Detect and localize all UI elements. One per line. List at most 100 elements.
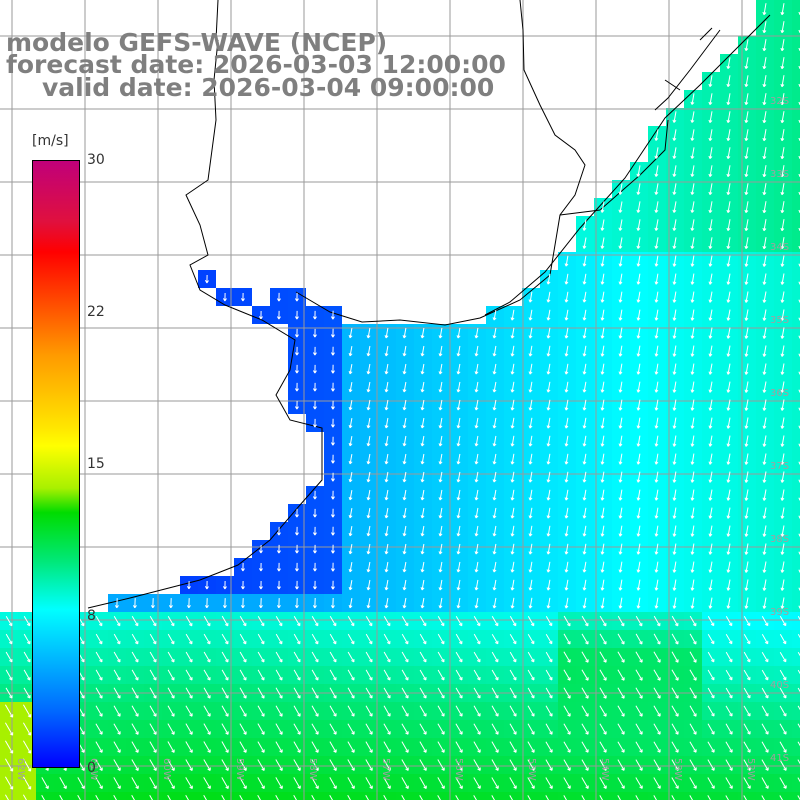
wind-arrow bbox=[581, 651, 589, 663]
wind-arrow bbox=[312, 310, 317, 320]
wind-cell bbox=[468, 792, 486, 800]
wind-arrow bbox=[635, 669, 643, 681]
wind-arrow bbox=[473, 705, 481, 717]
wind-arrow bbox=[654, 543, 659, 555]
wind-arrow bbox=[420, 399, 425, 411]
wind-cell bbox=[792, 774, 800, 792]
wind-arrow bbox=[329, 633, 337, 645]
wind-arrow bbox=[780, 201, 785, 214]
wind-arrow bbox=[258, 580, 263, 590]
wind-arrow bbox=[347, 651, 355, 663]
wind-cell bbox=[792, 630, 800, 648]
wind-arrow bbox=[672, 345, 677, 357]
wind-arrow bbox=[383, 687, 391, 699]
wind-arrow bbox=[456, 327, 461, 339]
wind-arrow bbox=[113, 615, 121, 627]
wind-arrow bbox=[779, 777, 787, 789]
wind-arrow bbox=[330, 382, 335, 392]
wind-arrow bbox=[131, 651, 139, 663]
wind-arrow bbox=[546, 525, 551, 537]
wind-arrow bbox=[438, 363, 443, 375]
wind-arrow bbox=[582, 381, 587, 393]
wind-arrow bbox=[311, 777, 319, 790]
wind-arrow bbox=[725, 687, 733, 699]
wind-arrow bbox=[708, 309, 713, 321]
wind-arrow bbox=[528, 597, 533, 609]
wind-cell bbox=[576, 792, 594, 800]
wind-arrow bbox=[276, 544, 281, 554]
wind-arrow bbox=[59, 795, 63, 800]
wind-arrow bbox=[95, 633, 103, 645]
wind-cell bbox=[792, 396, 800, 414]
wind-arrow bbox=[419, 741, 427, 753]
wind-arrow bbox=[402, 381, 407, 393]
wind-arrow bbox=[581, 687, 589, 699]
wind-arrow bbox=[582, 237, 587, 249]
wind-arrow bbox=[365, 723, 373, 735]
wind-arrow bbox=[762, 255, 767, 267]
wind-arrow bbox=[149, 669, 157, 681]
wind-arrow bbox=[293, 759, 301, 771]
wind-arrow bbox=[581, 759, 589, 771]
wind-arrow bbox=[780, 327, 785, 339]
wind-arrow bbox=[761, 616, 769, 627]
wind-arrow bbox=[22, 740, 32, 754]
wind-cell bbox=[792, 54, 800, 72]
wind-arrow bbox=[168, 598, 173, 609]
wind-arrow bbox=[600, 561, 605, 573]
wind-arrow bbox=[419, 759, 427, 771]
wind-arrow bbox=[402, 471, 407, 483]
wind-arrow bbox=[599, 651, 607, 663]
wind-arrow bbox=[330, 400, 335, 410]
wind-arrow bbox=[312, 526, 317, 536]
wind-arrow bbox=[582, 399, 587, 411]
wind-cell bbox=[18, 792, 36, 800]
wind-arrow bbox=[492, 561, 497, 573]
wind-arrow bbox=[654, 165, 659, 177]
wind-arrow bbox=[689, 795, 694, 800]
wind-arrow bbox=[348, 436, 353, 447]
wind-arrow bbox=[762, 489, 767, 501]
wind-arrow bbox=[23, 615, 31, 627]
wind-arrow bbox=[473, 741, 481, 753]
wind-arrow bbox=[420, 579, 425, 591]
wind-arrow bbox=[743, 705, 751, 717]
wind-arrow bbox=[330, 580, 335, 590]
wind-arrow bbox=[546, 489, 551, 501]
wind-arrow bbox=[599, 777, 607, 789]
wind-arrow bbox=[221, 669, 229, 681]
wind-arrow bbox=[131, 633, 139, 645]
wind-arrow bbox=[708, 219, 713, 232]
wind-arrow bbox=[563, 777, 571, 789]
wind-arrow bbox=[474, 507, 479, 519]
wind-arrow bbox=[744, 363, 749, 375]
wind-arrow bbox=[708, 273, 713, 285]
wind-arrow bbox=[726, 417, 731, 429]
lat-label: 41S bbox=[770, 753, 789, 764]
wind-arrow bbox=[546, 309, 551, 321]
wind-arrow bbox=[780, 111, 785, 124]
wind-arrow bbox=[239, 777, 247, 790]
wind-arrow bbox=[258, 310, 263, 320]
lon-label: 55W bbox=[526, 758, 537, 781]
wind-arrow bbox=[761, 759, 769, 771]
wind-cell bbox=[270, 792, 288, 800]
wind-arrow bbox=[689, 669, 697, 681]
wind-arrow bbox=[510, 507, 515, 519]
wind-arrow bbox=[239, 633, 247, 645]
wind-arrow bbox=[563, 651, 571, 663]
wind-arrow bbox=[384, 435, 389, 447]
coastline-brazil bbox=[484, 14, 771, 316]
wind-arrow bbox=[690, 471, 695, 483]
wind-arrow bbox=[671, 741, 679, 753]
wind-arrow bbox=[312, 418, 317, 428]
wind-arrow bbox=[564, 579, 569, 591]
wind-arrow bbox=[366, 543, 371, 555]
wind-arrow bbox=[780, 147, 785, 160]
wind-arrow bbox=[509, 705, 517, 717]
wind-arrow bbox=[347, 777, 355, 790]
wind-arrow bbox=[563, 687, 571, 699]
wind-arrow bbox=[492, 399, 497, 411]
wind-arrow bbox=[762, 435, 767, 447]
